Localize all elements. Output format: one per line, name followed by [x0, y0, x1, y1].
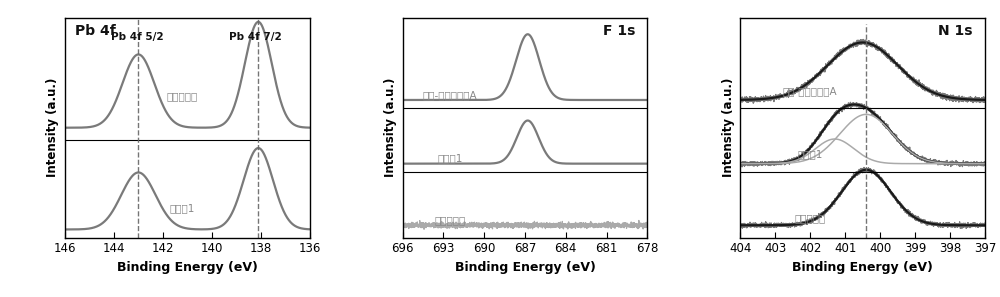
Y-axis label: Intensity (a.u.): Intensity (a.u.): [722, 78, 735, 177]
X-axis label: Binding Energy (eV): Binding Energy (eV): [117, 261, 258, 274]
Text: 实施例1: 实施例1: [170, 203, 195, 213]
Text: 有机-无机盐分子A: 有机-无机盐分子A: [783, 86, 838, 96]
X-axis label: Binding Energy (eV): Binding Energy (eV): [455, 261, 595, 274]
Y-axis label: Intensity (a.u.): Intensity (a.u.): [384, 78, 397, 177]
Text: Pb 4f: Pb 4f: [75, 24, 116, 38]
X-axis label: Binding Energy (eV): Binding Energy (eV): [792, 261, 933, 274]
Text: N 1s: N 1s: [938, 24, 973, 38]
Text: 有机-无机盐分子A: 有机-无机盐分子A: [423, 90, 478, 100]
Text: Pb 4f 5/2: Pb 4f 5/2: [111, 32, 163, 42]
Text: 对比实施例: 对比实施例: [167, 91, 198, 101]
Text: 实施例1: 实施例1: [798, 149, 823, 159]
Text: 对比实施例: 对比实施例: [795, 213, 826, 223]
Text: 对比实施例: 对比实施例: [435, 215, 466, 225]
Text: Pb 4f 7/2: Pb 4f 7/2: [229, 32, 282, 42]
Text: F 1s: F 1s: [603, 24, 635, 38]
Y-axis label: Intensity (a.u.): Intensity (a.u.): [46, 78, 59, 177]
Text: 实施例1: 实施例1: [438, 154, 463, 164]
